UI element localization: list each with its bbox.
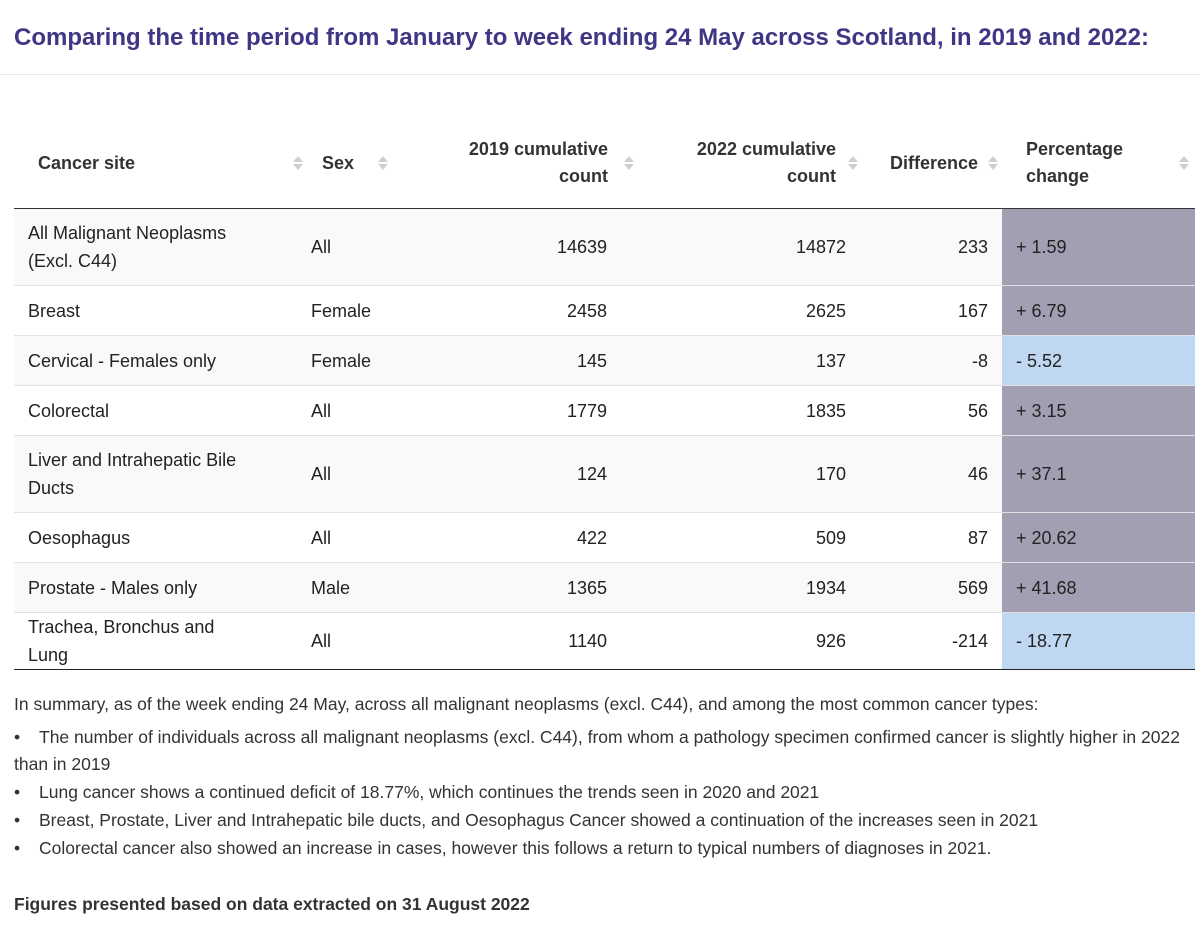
table-body: All Malignant Neoplasms (Excl. C44) All 14… [14, 208, 1195, 670]
cell-sex: All [297, 612, 420, 670]
cell-2022-count: 1835 [632, 385, 860, 436]
title-divider [0, 74, 1200, 75]
table-row: Breast Female 2458 2625 167 + 6.79 [14, 285, 1195, 336]
sort-icon[interactable] [848, 156, 858, 170]
bullet-icon: • [14, 727, 21, 747]
cell-cancer-site: Breast [14, 285, 297, 336]
cell-difference: 46 [860, 435, 1002, 513]
cell-difference: 233 [860, 208, 1002, 286]
cell-2022-count: 509 [632, 512, 860, 563]
cell-percentage-change: + 6.79 [1002, 285, 1195, 336]
table-row: All Malignant Neoplasms (Excl. C44) All 14… [14, 208, 1195, 286]
cell-sex: All [297, 208, 420, 286]
cell-2019-count: 1140 [420, 612, 632, 670]
table-row: Prostate - Males only Male 1365 1934 569 + 41… [14, 562, 1195, 613]
sort-icon[interactable] [988, 156, 998, 170]
cell-2019-count: 124 [420, 435, 632, 513]
summary-bullet: • Colorectal cancer also showed an increa… [14, 834, 1189, 862]
column-header-label: Sex [322, 152, 355, 173]
cell-percentage-change: + 41.68 [1002, 562, 1195, 613]
cell-percentage-change: - 5.52 [1002, 335, 1195, 386]
cell-cancer-site: Cervical - Females only [14, 335, 297, 386]
table-row: Cervical - Females only Female 145 137 -8- 5… [14, 335, 1195, 386]
cell-2022-count: 926 [632, 612, 860, 670]
cancer-comparison-table: Cancer site Sex 2019 cumulative count 20… [14, 118, 1195, 670]
cell-sex: All [297, 512, 420, 563]
cell-2019-count: 1365 [420, 562, 632, 613]
cell-percentage-change: + 20.62 [1002, 512, 1195, 563]
cell-sex: Female [297, 335, 420, 386]
page-title: Comparing the time period from January t… [14, 24, 1149, 51]
cell-difference: 569 [860, 562, 1002, 613]
column-header-2019-count[interactable]: 2019 cumulative count [420, 118, 634, 209]
bullet-icon: • [14, 810, 21, 830]
summary-bullet: • Lung cancer shows a continued deficit o… [14, 778, 1189, 806]
cell-sex: All [297, 435, 420, 513]
cell-2022-count: 1934 [632, 562, 860, 613]
cell-2022-count: 2625 [632, 285, 860, 336]
cell-percentage-change: + 37.1 [1002, 435, 1195, 513]
column-header-label: 2022 cumulative count [696, 139, 836, 186]
cell-2022-count: 170 [632, 435, 860, 513]
bullet-icon: • [14, 782, 21, 802]
cell-difference: 167 [860, 285, 1002, 336]
cell-percentage-change: + 1.59 [1002, 208, 1195, 286]
summary-bullet-list: • The number of individuals across all ma… [14, 724, 1189, 862]
cell-percentage-change: - 18.77 [1002, 612, 1195, 670]
cell-sex: Female [297, 285, 420, 336]
cell-difference: 56 [860, 385, 1002, 436]
sort-icon[interactable] [1179, 156, 1189, 170]
cell-2019-count: 145 [420, 335, 632, 386]
cell-2022-count: 14872 [632, 208, 860, 286]
cell-cancer-site: Prostate - Males only [14, 562, 297, 613]
cell-2019-count: 2458 [420, 285, 632, 336]
cell-2022-count: 137 [632, 335, 860, 386]
table-row: Oesophagus All 422 509 87 + 20.62 [14, 512, 1195, 563]
summary-bullet: • The number of individuals across all ma… [14, 724, 1189, 778]
column-header-2022-count[interactable]: 2022 cumulative count [632, 118, 860, 209]
cell-difference: 87 [860, 512, 1002, 563]
cell-sex: Male [297, 562, 420, 613]
column-header-percentage-change[interactable]: Percentage change [1002, 118, 1195, 209]
column-header-sex[interactable]: Sex [297, 118, 420, 209]
column-header-difference[interactable]: Difference [860, 118, 1002, 209]
column-header-cancer-site[interactable]: Cancer site [14, 118, 303, 209]
sort-icon[interactable] [378, 156, 388, 170]
cell-2019-count: 14639 [420, 208, 632, 286]
summary-bullet: • Breast, Prostate, Liver and Intrahepati… [14, 806, 1189, 834]
cell-cancer-site: Trachea, Bronchus and Lung [14, 612, 297, 670]
cell-sex: All [297, 385, 420, 436]
table-row: Trachea, Bronchus and Lung All 1140 926 -214… [14, 612, 1195, 670]
sort-icon[interactable] [624, 156, 634, 170]
cell-difference: -214 [860, 612, 1002, 670]
table-row: Liver and Intrahepatic Bile Ducts All 124 1… [14, 435, 1195, 513]
bullet-icon: • [14, 838, 21, 858]
cell-cancer-site: Liver and Intrahepatic Bile Ducts [14, 435, 297, 513]
summary-section: In summary, as of the week ending 24 May… [14, 690, 1189, 862]
cell-cancer-site: All Malignant Neoplasms (Excl. C44) [14, 208, 297, 286]
cancer-table-container: Cancer site Sex 2019 cumulative count 20… [14, 118, 1195, 670]
column-header-label: 2019 cumulative count [468, 139, 608, 186]
cell-percentage-change: + 3.15 [1002, 385, 1195, 436]
column-header-label: Difference [889, 152, 978, 173]
table-header-row: Cancer site Sex 2019 cumulative count 20… [14, 118, 1195, 209]
data-extraction-note: Figures presented based on data extracte… [14, 894, 530, 914]
table-row: Colorectal All 1779 1835 56 + 3.15 [14, 385, 1195, 436]
column-header-label: Cancer site [38, 152, 136, 173]
cell-2019-count: 422 [420, 512, 632, 563]
column-header-label: Percentage change [1026, 139, 1124, 186]
cell-cancer-site: Colorectal [14, 385, 297, 436]
cell-cancer-site: Oesophagus [14, 512, 297, 563]
cell-2019-count: 1779 [420, 385, 632, 436]
cell-difference: -8 [860, 335, 1002, 386]
summary-intro: In summary, as of the week ending 24 May… [14, 694, 1039, 714]
